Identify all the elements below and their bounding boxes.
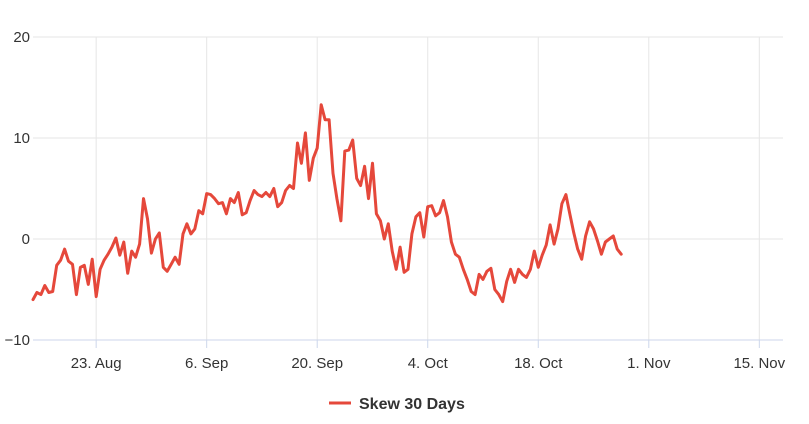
series-layer	[31, 103, 623, 304]
y-axis: 20 10 0 −10	[5, 29, 30, 349]
x-tick-label: 15. Nov	[733, 355, 785, 372]
legend[interactable]: Skew 30 Days	[329, 396, 465, 413]
x-tick-label: 1. Nov	[627, 355, 671, 372]
series-line-skew-30-days[interactable]	[31, 103, 623, 304]
x-tick-label: 4. Oct	[408, 355, 449, 372]
x-tick-label: 23. Aug	[71, 355, 122, 372]
x-tick-label: 6. Sep	[185, 355, 228, 372]
x-axis: 23. Aug 6. Sep 20. Sep 4. Oct 18. Oct 1. Nov 1…	[33, 339, 786, 372]
grid-lines	[33, 36, 783, 341]
legend-label[interactable]: Skew 30 Days	[359, 396, 465, 413]
y-tick-label: 10	[13, 130, 30, 147]
y-tick-label: 0	[22, 231, 30, 248]
x-tick-label: 18. Oct	[514, 355, 563, 372]
y-tick-label: 20	[13, 29, 30, 46]
x-tick-label: 20. Sep	[291, 355, 343, 372]
y-tick-label: −10	[5, 332, 30, 349]
